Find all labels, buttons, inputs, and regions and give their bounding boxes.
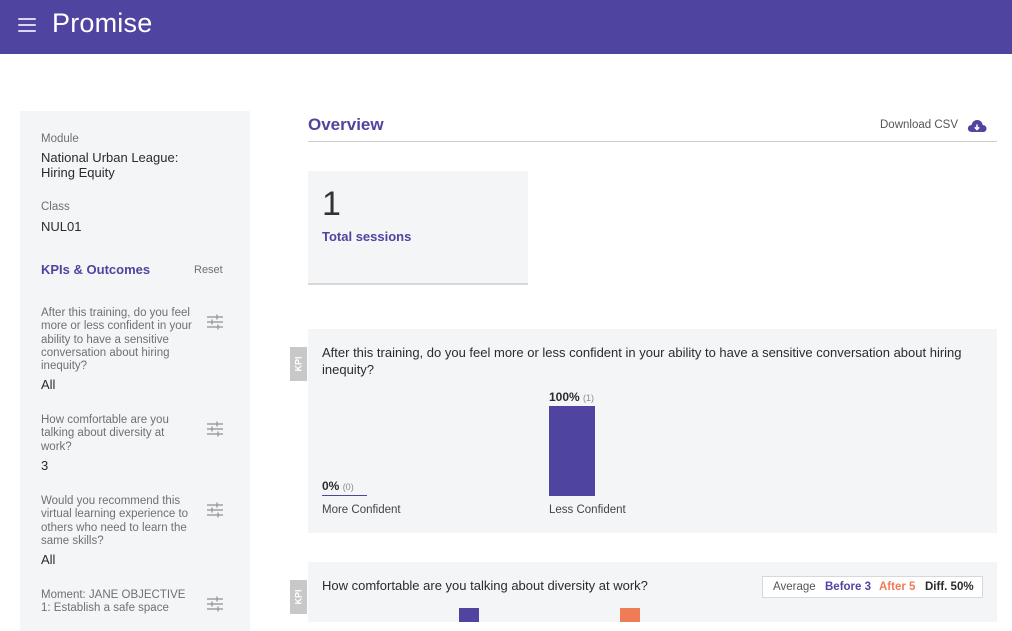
class-value: NUL01: [41, 219, 82, 234]
bar-percent-more-confident: 0% (0): [322, 479, 354, 493]
filter-question-1: After this training, do you feel more or…: [41, 307, 192, 373]
sliders-icon[interactable]: [206, 596, 224, 612]
menu-icon[interactable]: [18, 18, 36, 32]
app-title: Promise: [52, 8, 153, 38]
sliders-icon[interactable]: [206, 421, 224, 437]
download-csv-button[interactable]: Download CSV: [880, 119, 958, 131]
bar-less-confident: [549, 406, 595, 496]
bar-label-more-confident: More Confident: [322, 504, 401, 516]
kpi-question-2: How comfortable are you talking about di…: [322, 578, 648, 593]
total-sessions-value: 1: [322, 185, 341, 223]
reset-button[interactable]: Reset: [194, 264, 223, 276]
kpi-tag: KPI: [290, 580, 307, 614]
bar-more-confident: [322, 495, 367, 496]
bar-before: [459, 608, 479, 622]
cloud-download-icon[interactable]: [967, 118, 987, 134]
filter-value-3[interactable]: All: [41, 552, 56, 567]
kpi-tag: KPI: [290, 347, 307, 381]
module-value: National Urban League: Hiring Equity: [41, 150, 179, 180]
before-value: Before 3: [825, 581, 872, 593]
total-sessions-card: 1 Total sessions: [308, 171, 528, 285]
filter-question-3: Would you recommend this virtual learnin…: [41, 495, 189, 547]
page-title: Overview: [308, 115, 384, 134]
filter-sidebar: Module National Urban League: Hiring Equ…: [20, 111, 250, 631]
after-value: After 5: [879, 581, 916, 593]
diff-value: Diff. 50%: [925, 581, 974, 593]
average-summary-box: Average Before 3 After 5 Diff. 50%: [762, 576, 983, 598]
bar-after: [620, 608, 640, 622]
filter-value-1[interactable]: All: [41, 377, 56, 392]
top-app-bar: Promise: [0, 0, 1012, 54]
sliders-icon[interactable]: [206, 314, 224, 330]
filter-question-2: How comfortable are you talking about di…: [41, 414, 169, 453]
sliders-icon[interactable]: [206, 502, 224, 518]
kpis-outcomes-title: KPIs & Outcomes: [41, 262, 151, 277]
kpi-card-1: After this training, do you feel more or…: [308, 329, 997, 533]
bar-label-less-confident: Less Confident: [549, 504, 626, 516]
class-label: Class: [41, 201, 70, 213]
section-divider: [308, 141, 997, 142]
total-sessions-label: Total sessions: [322, 229, 412, 244]
kpi-question-1: After this training, do you feel more or…: [322, 345, 962, 377]
module-label: Module: [41, 133, 79, 145]
filter-question-4: Moment: JANE OBJECTIVE 1: Establish a sa…: [41, 589, 186, 615]
bar-percent-less-confident: 100% (1): [549, 390, 595, 404]
average-label: Average: [773, 581, 816, 593]
filter-value-2[interactable]: 3: [41, 458, 49, 473]
